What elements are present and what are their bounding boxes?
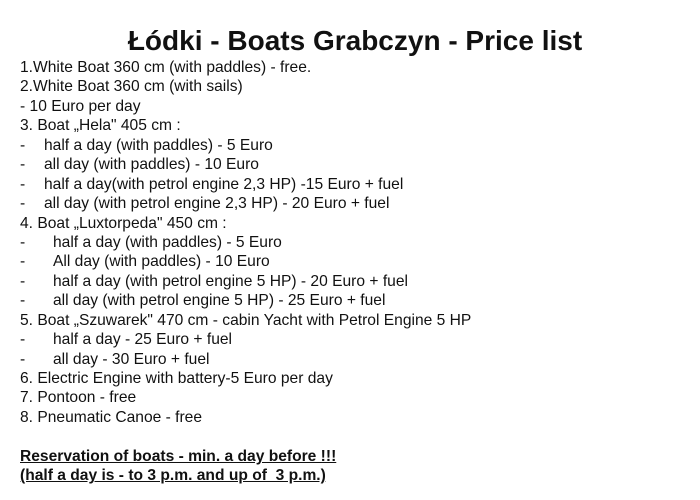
- reservation-note: Reservation of boats - min. a day before…: [20, 447, 337, 465]
- item-text: - 10 Euro per day: [20, 97, 141, 115]
- list-item: 4. Boat „Luxtorpeda" 450 cm :: [20, 214, 471, 233]
- item-text: half a day (with paddles) - 5 Euro: [53, 233, 282, 251]
- item-text: half a day (with paddles) - 5 Euro: [44, 136, 273, 154]
- item-text: 5. Boat „Szuwarek" 470 cm - cabin Yacht …: [20, 311, 472, 329]
- reservation-note: (half a day is - to 3 p.m. and up of 3 p…: [20, 467, 326, 485]
- spacer: [20, 427, 471, 446]
- item-text: 3. Boat „Hela" 405 cm :: [20, 117, 181, 135]
- page-title: Łódki - Boats Grabczyn - Price list: [127, 25, 583, 56]
- dash-bullet: -: [20, 195, 26, 213]
- item-text: half a day - 25 Euro + fuel: [53, 331, 233, 349]
- item-text: 4. Boat „Luxtorpeda" 450 cm :: [20, 214, 227, 232]
- list-subitem: - all day (with petrol engine 5 HP) - 25 …: [20, 291, 471, 310]
- item-text: all day (with petrol engine 5 HP) - 25 E…: [53, 292, 386, 310]
- list-item: 5. Boat „Szuwarek" 470 cm - cabin Yacht …: [20, 311, 471, 330]
- list-item: 2.White Boat 360 cm (with sails): [20, 77, 471, 96]
- item-text: 1.White Boat 360 cm (with paddles) - fre…: [20, 59, 312, 76]
- dash-bullet: -: [20, 272, 26, 290]
- list-subitem: - all day - 30 Euro + fuel: [20, 350, 471, 369]
- list-item: - 10 Euro per day: [20, 97, 471, 116]
- list-subitem: - half a day (with petrol engine 5 HP) - …: [20, 272, 471, 291]
- dash-bullet: -: [20, 175, 26, 193]
- dash-bullet: -: [20, 292, 26, 310]
- item-text: All day (with paddles) - 10 Euro: [53, 253, 270, 271]
- item-text: 7. Pontoon - free: [20, 389, 137, 407]
- item-text: 2.White Boat 360 cm (with sails): [20, 78, 243, 96]
- list-subitem: - half a day (with paddles) - 5 Euro: [20, 233, 471, 252]
- dash-bullet: -: [20, 156, 26, 174]
- item-text: half a day(with petrol engine 2,3 HP) -1…: [44, 175, 404, 193]
- list-subitem: - all day (with petrol engine 2,3 HP) - 2…: [20, 194, 471, 213]
- dash-bullet: -: [20, 350, 26, 368]
- dash-bullet: -: [20, 253, 26, 271]
- list-subitem: - half a day (with paddles) - 5 Euro: [20, 136, 471, 155]
- list-subitem: - half a day - 25 Euro + fuel: [20, 330, 471, 349]
- list-item: 3. Boat „Hela" 405 cm :: [20, 116, 471, 135]
- list-subitem: - All day (with paddles) - 10 Euro: [20, 252, 471, 271]
- item-text: half a day (with petrol engine 5 HP) - 2…: [53, 272, 408, 290]
- list-item: 1.White Boat 360 cm (with paddles) - fre…: [20, 58, 471, 77]
- list-subitem: - half a day(with petrol engine 2,3 HP) -…: [20, 175, 471, 194]
- list-item: 7. Pontoon - free: [20, 388, 471, 407]
- item-text: all day - 30 Euro + fuel: [53, 350, 210, 368]
- item-text: 8. Pneumatic Canoe - free: [20, 408, 203, 426]
- price-list: 1.White Boat 360 cm (with paddles) - fre…: [20, 58, 471, 486]
- item-text: all day (with paddles) - 10 Euro: [44, 156, 259, 174]
- list-item: 6. Electric Engine with battery-5 Euro p…: [20, 369, 471, 388]
- item-text: all day (with petrol engine 2,3 HP) - 20…: [44, 195, 390, 213]
- list-item: 8. Pneumatic Canoe - free: [20, 408, 471, 427]
- dash-bullet: -: [20, 331, 26, 349]
- list-subitem: - all day (with paddles) - 10 Euro: [20, 155, 471, 174]
- dash-bullet: -: [20, 136, 26, 154]
- dash-bullet: -: [20, 233, 26, 251]
- item-text: 6. Electric Engine with battery-5 Euro p…: [20, 370, 333, 387]
